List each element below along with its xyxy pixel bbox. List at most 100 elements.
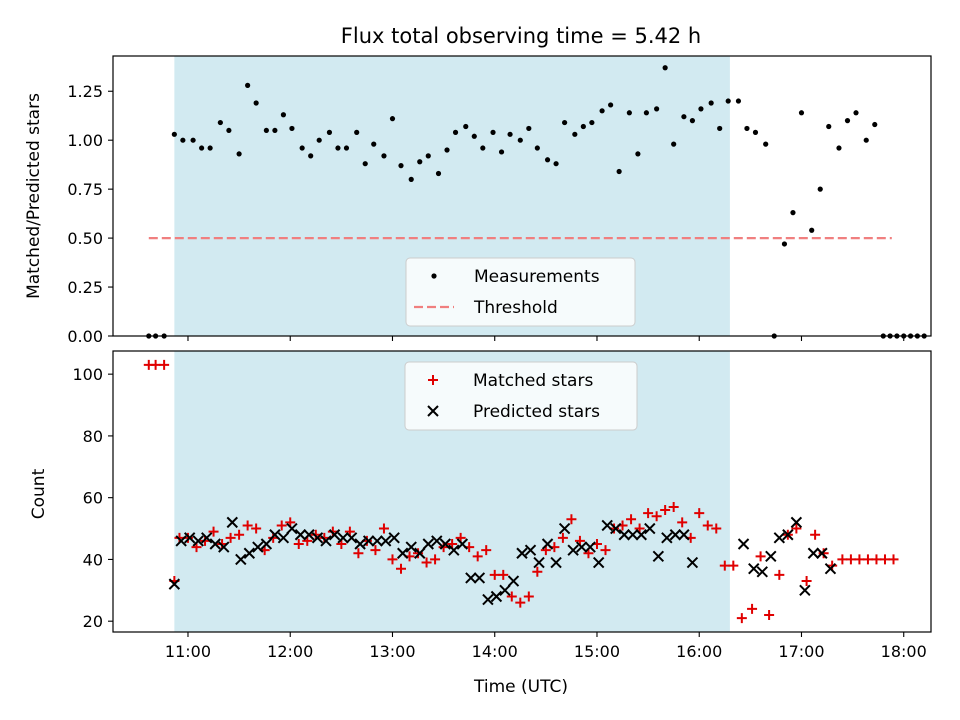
predicted-star-point: [473, 572, 486, 584]
predicted-star-point: [286, 522, 298, 535]
measurement-point: [752, 129, 759, 135]
predicted-star-point: [558, 522, 571, 535]
measurement-point: [526, 125, 532, 132]
predicted-star-point: [209, 538, 221, 550]
matched-star-point: [396, 563, 407, 574]
predicted-star-point: [765, 550, 777, 563]
measurement-point: [452, 129, 459, 135]
matched-star-point: [498, 569, 509, 580]
measurement-point: [562, 119, 568, 126]
matched-star-point: [557, 532, 568, 543]
predicted-star-point: [175, 535, 187, 547]
matched-star-point: [791, 523, 802, 534]
bottom-y-tick-label: 20: [83, 612, 103, 631]
predicted-star-point: [192, 535, 204, 547]
matched-star-point: [755, 551, 766, 562]
measurement-point: [725, 98, 731, 104]
matched-star-point: [651, 511, 662, 522]
legend-marker-measurements: [431, 273, 437, 279]
predicted-star-point: [235, 553, 247, 566]
predicted-star-point: [686, 556, 699, 569]
predicted-star-point: [618, 529, 630, 541]
predicted-star-point: [294, 529, 307, 541]
measurement-point: [517, 137, 523, 143]
bottom-y-axis-label: Count: [29, 468, 49, 519]
predicted-star-point: [584, 541, 596, 553]
measurement-point: [717, 125, 723, 132]
predicted-star-point: [405, 541, 417, 553]
predicted-star-point: [524, 544, 537, 556]
measurement-point: [326, 129, 333, 135]
matched-star-point: [159, 359, 170, 370]
measurement-point: [572, 131, 578, 137]
matched-star-point: [413, 548, 424, 559]
predicted-star-point: [773, 532, 786, 544]
measurement-point: [217, 119, 223, 126]
measurement-point: [480, 145, 486, 151]
measurement-point: [744, 125, 750, 132]
predicted-star-point: [252, 541, 264, 553]
matched-star-point: [774, 569, 785, 580]
matched-star-point: [387, 554, 398, 565]
measurement-point: [398, 163, 404, 169]
measurement-point: [616, 168, 622, 175]
measurement-point: [335, 145, 341, 151]
predicted-star-point: [303, 529, 315, 541]
measurement-point: [471, 133, 477, 139]
chart-title: Flux total observing time = 5.42 h: [341, 24, 701, 48]
predicted-star-point: [737, 538, 750, 550]
x-axis-label: Time (UTC): [473, 677, 568, 697]
bottom-y-tick-label: 100: [72, 365, 103, 384]
measurement-point: [463, 123, 469, 130]
bottom-panel: 20 40 60 80 100 11:00 12:00 13:00 14:00 15:00 16:0…: [72, 350, 932, 661]
matched-star-point: [626, 514, 637, 525]
measurement-point: [207, 145, 213, 151]
matched-star-point: [888, 554, 899, 565]
predicted-star-point: [644, 522, 656, 535]
measurement-point: [553, 161, 559, 167]
predicted-star-point: [782, 529, 794, 541]
predicted-star-point: [269, 529, 281, 541]
measurement-point: [781, 241, 788, 247]
predicted-star-point: [567, 544, 579, 556]
matched-star-point: [276, 520, 287, 531]
measurement-point: [844, 118, 851, 124]
matched-star-point: [515, 597, 526, 608]
predicted-star-point: [678, 529, 690, 541]
matched-star-point: [472, 551, 483, 562]
predicted-star-point: [610, 522, 622, 535]
top-legend: Measurements Threshold: [405, 257, 636, 327]
measurement-point: [863, 137, 869, 143]
measurement-point: [689, 118, 696, 124]
matched-star-point: [668, 501, 679, 512]
matched-star-point: [523, 591, 534, 602]
predicted-star-point: [627, 529, 639, 541]
measurement-point: [798, 110, 805, 116]
predicted-star-point: [499, 584, 511, 597]
measurement-point: [671, 141, 677, 147]
predicted-star-point: [456, 538, 469, 550]
matched-star-point: [251, 523, 262, 534]
matched-star-point: [660, 505, 671, 516]
top-panel: 0.00 0.25 0.50 0.75 1.00 1.25 Measurements Thre…: [67, 55, 932, 346]
legend-label: Measurements: [474, 267, 600, 287]
x-tick-label: 18:00: [881, 642, 927, 661]
bottom-y-tick-label: 40: [83, 550, 103, 569]
measurement-point: [826, 123, 832, 130]
measurement-point: [662, 65, 668, 71]
predicted-star-point: [635, 529, 647, 541]
x-tick-label: 14:00: [472, 642, 518, 661]
matched-star-point: [242, 520, 253, 531]
measurement-point: [681, 114, 687, 120]
matched-star-point: [764, 610, 775, 621]
predicted-star-point: [482, 593, 494, 606]
measurement-point: [763, 141, 769, 147]
matched-star-point: [208, 526, 219, 537]
measurement-point: [534, 145, 540, 151]
matched-star-point: [378, 523, 389, 534]
bottom-legend: Matched stars Predicted stars: [404, 361, 638, 431]
predicted-star-point: [465, 572, 477, 584]
top-y-tick-label: 1.25: [67, 82, 103, 101]
measurement-point: [635, 151, 641, 157]
matched-star-point: [421, 557, 432, 568]
